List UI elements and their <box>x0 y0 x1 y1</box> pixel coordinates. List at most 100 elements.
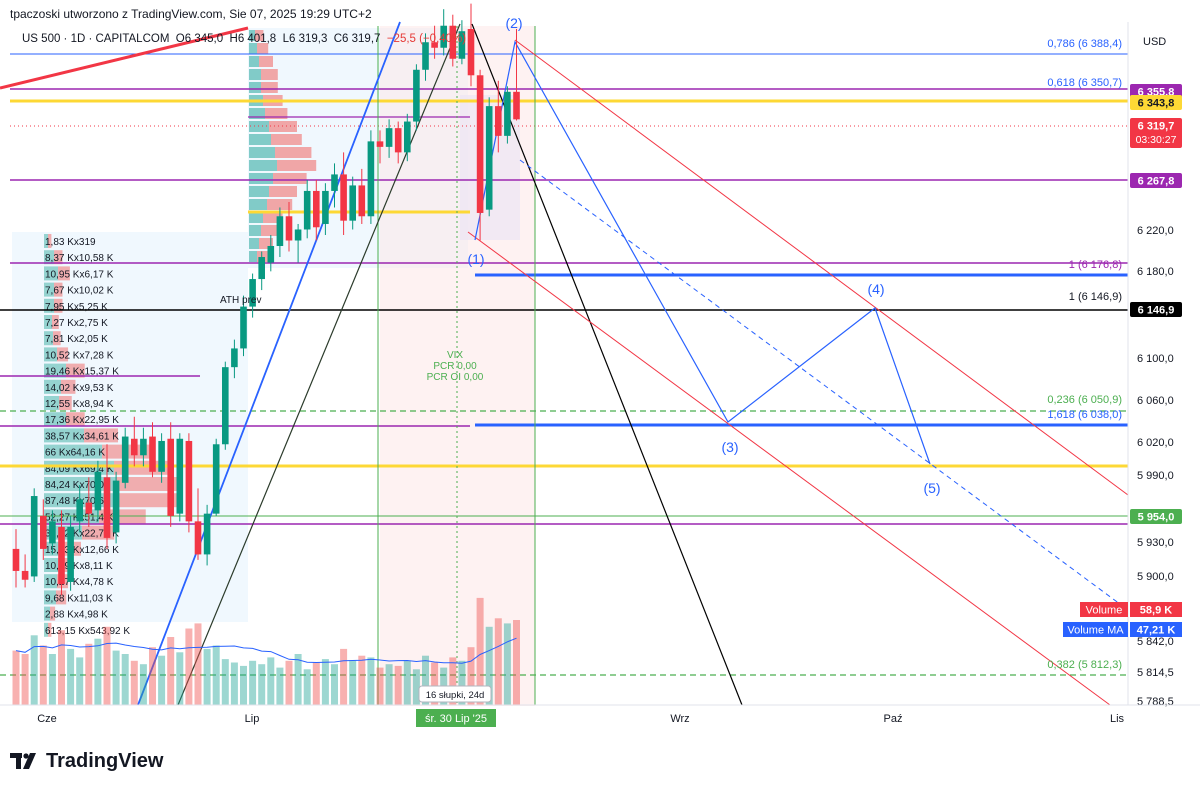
candle-body[interactable] <box>185 440 193 522</box>
tradingview-logo-icon <box>10 753 36 769</box>
candle-body[interactable] <box>94 471 102 511</box>
candle-body[interactable] <box>422 42 429 70</box>
volume-bar <box>494 618 502 705</box>
candle-body[interactable] <box>76 499 83 522</box>
volume-bar <box>403 660 411 705</box>
candle-body[interactable] <box>240 306 247 349</box>
candle-body[interactable] <box>495 106 502 136</box>
candle-body[interactable] <box>322 190 329 224</box>
candle-body[interactable] <box>158 440 165 472</box>
trendline[interactable] <box>471 23 743 706</box>
candle-body[interactable] <box>140 438 147 456</box>
candle-body[interactable] <box>376 141 384 147</box>
volume-bar <box>185 628 193 705</box>
candle-body[interactable] <box>258 257 265 280</box>
profile-label: 66 Kx64,16 K <box>45 448 105 459</box>
wave-label: (2) <box>505 15 522 31</box>
candle-body[interactable] <box>276 216 284 247</box>
elliott-wave-path[interactable] <box>474 40 931 465</box>
candle-body[interactable] <box>285 216 293 241</box>
candle-body[interactable] <box>249 279 256 307</box>
candle-body[interactable] <box>367 141 375 217</box>
candle-body[interactable] <box>131 438 138 456</box>
tradingview-logo[interactable]: TradingView <box>10 748 163 774</box>
profile-bar-down <box>61 379 76 394</box>
candle-body[interactable] <box>176 438 184 514</box>
volume-bar <box>94 638 102 705</box>
candle-body[interactable] <box>431 42 438 48</box>
fib-label: 0,382 (5 812,3) <box>1047 659 1122 671</box>
candle-body[interactable] <box>267 246 275 263</box>
candle-body[interactable] <box>340 174 347 221</box>
candle-body[interactable] <box>85 502 93 514</box>
profile-bar-down <box>257 43 269 54</box>
candle-body[interactable] <box>331 174 338 191</box>
profile-label: 8,37 Kx10,58 K <box>45 253 114 264</box>
candle-body[interactable] <box>458 31 466 59</box>
candle-body[interactable] <box>103 477 111 538</box>
profile-label: 2,88 Kx4,98 K <box>45 610 108 621</box>
profile-label: 31,62 Kx22,72 K <box>45 529 119 540</box>
profile-bar-up <box>44 363 66 378</box>
profile-label: 613,15 Kx543,92 K <box>45 626 130 637</box>
price-tick: 6 100,0 <box>1137 353 1174 365</box>
candle-body[interactable] <box>504 91 511 136</box>
profile-bar-down <box>259 238 273 249</box>
volume-badge-name-text: Volume MA <box>1067 625 1124 637</box>
profile-bar-up <box>44 266 58 281</box>
candles <box>12 3 520 596</box>
candle-body[interactable] <box>231 348 238 368</box>
trendline[interactable] <box>467 231 1111 706</box>
candle-body[interactable] <box>112 480 120 533</box>
ohlc-close: C6 319,7 <box>333 33 381 45</box>
volume-bar <box>103 626 111 705</box>
candle-body[interactable] <box>385 128 393 147</box>
candle-body[interactable] <box>349 185 356 221</box>
trendline[interactable] <box>0 26 249 90</box>
candle-body[interactable] <box>467 29 475 76</box>
range-tooltip-label: 16 słupki, 24d <box>426 690 485 701</box>
candle-body[interactable] <box>476 75 484 213</box>
candle-body[interactable] <box>294 229 302 241</box>
trendline[interactable] <box>514 39 1129 496</box>
annotation-pcr: PCR 0,00 <box>433 361 477 372</box>
candle-body[interactable] <box>222 367 229 445</box>
candle-body[interactable] <box>513 91 520 120</box>
price-tick: 5 900,0 <box>1137 571 1174 583</box>
volume-bar <box>503 623 511 705</box>
volume-bar <box>230 662 238 705</box>
candle-body[interactable] <box>58 526 65 585</box>
candle-body[interactable] <box>121 436 129 483</box>
trendline[interactable] <box>177 23 461 706</box>
trendline[interactable] <box>137 21 401 706</box>
volume-bar <box>12 650 20 705</box>
candle-body[interactable] <box>212 444 220 514</box>
price-tick: 6 180,0 <box>1137 266 1174 278</box>
candle-body[interactable] <box>194 521 202 555</box>
candle-body[interactable] <box>40 515 47 549</box>
candle-body[interactable] <box>303 190 311 230</box>
candle-body[interactable] <box>449 25 457 59</box>
profile-label: 7,95 Kx5,25 K <box>45 302 108 313</box>
candle-body[interactable] <box>203 513 211 555</box>
candle-body[interactable] <box>12 548 20 571</box>
volume-bar <box>412 669 420 705</box>
trendline[interactable] <box>519 159 1129 611</box>
candle-body[interactable] <box>413 69 420 122</box>
candle-body[interactable] <box>440 25 447 48</box>
candle-body[interactable] <box>149 436 156 472</box>
candle-body[interactable] <box>313 190 320 228</box>
candle-body[interactable] <box>358 185 366 217</box>
candle-body[interactable] <box>30 496 38 577</box>
profile-bar-up <box>44 444 102 459</box>
candle-body[interactable] <box>167 438 174 516</box>
candle-body[interactable] <box>21 570 29 580</box>
volume-bar <box>349 660 357 705</box>
candle-body[interactable] <box>404 121 411 153</box>
candle-body[interactable] <box>485 106 493 210</box>
candle-body[interactable] <box>394 128 402 153</box>
candle-body[interactable] <box>67 526 74 582</box>
candle-body[interactable] <box>49 521 56 544</box>
wave-label: (4) <box>867 281 884 297</box>
